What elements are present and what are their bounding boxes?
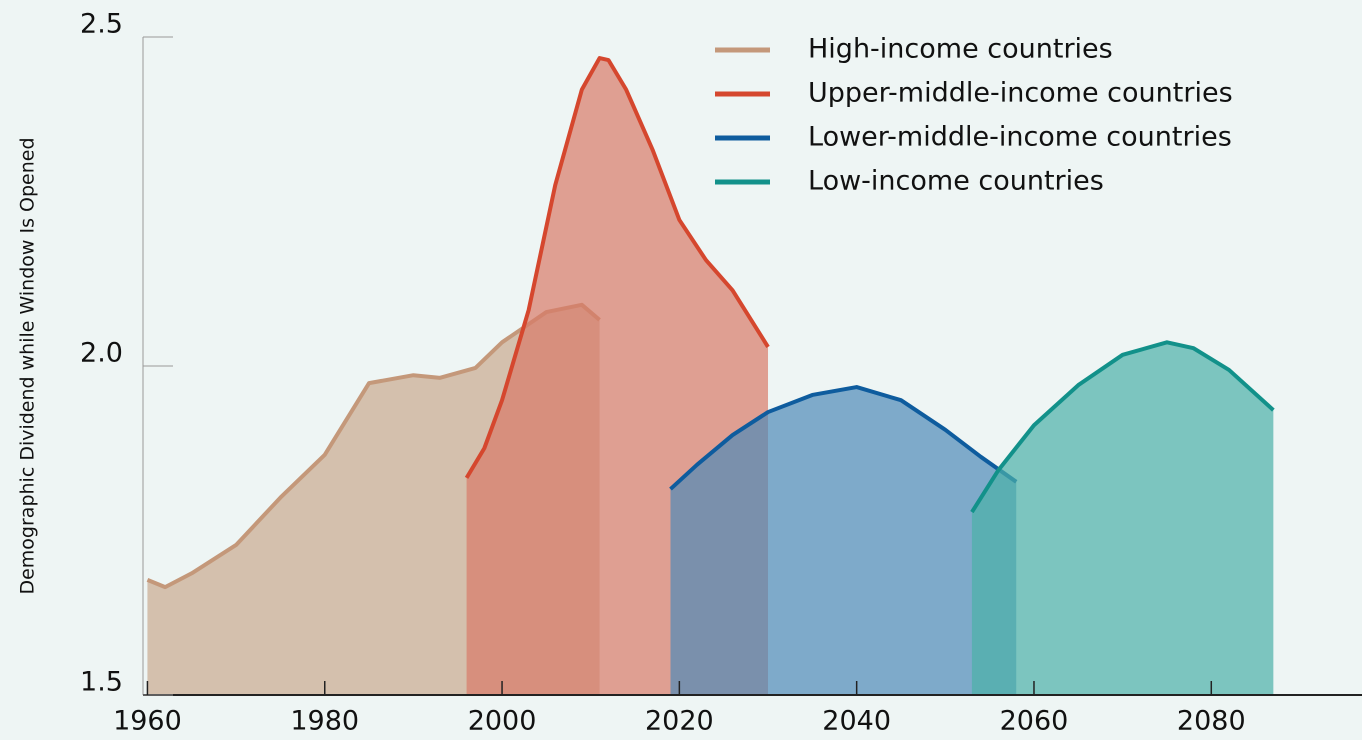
x-tick-label: 2040 <box>822 706 891 737</box>
y-tick-label: 2.0 <box>80 338 123 369</box>
y-axis-label: Demographic Dividend while Window Is Ope… <box>17 137 39 594</box>
legend-label: Lower-middle-income countries <box>808 122 1232 153</box>
legend-label: High-income countries <box>808 34 1113 65</box>
legend-label: Low-income countries <box>808 166 1104 197</box>
area <box>971 342 1274 695</box>
x-tick-label: 2020 <box>645 706 714 737</box>
x-tick-label: 1980 <box>290 706 359 737</box>
x-tick-label: 2000 <box>468 706 537 737</box>
y-tick-label: 2.5 <box>80 9 123 40</box>
line <box>464 56 770 479</box>
line <box>669 385 1018 491</box>
y-tick-label: 1.5 <box>80 667 123 698</box>
x-tick-label: 2060 <box>1000 706 1069 737</box>
line <box>970 340 1275 514</box>
x-tick-label: 2080 <box>1177 706 1246 737</box>
area <box>670 387 1017 695</box>
x-tick-label: 1960 <box>113 706 182 737</box>
legend-label: Upper-middle-income countries <box>808 78 1233 109</box>
